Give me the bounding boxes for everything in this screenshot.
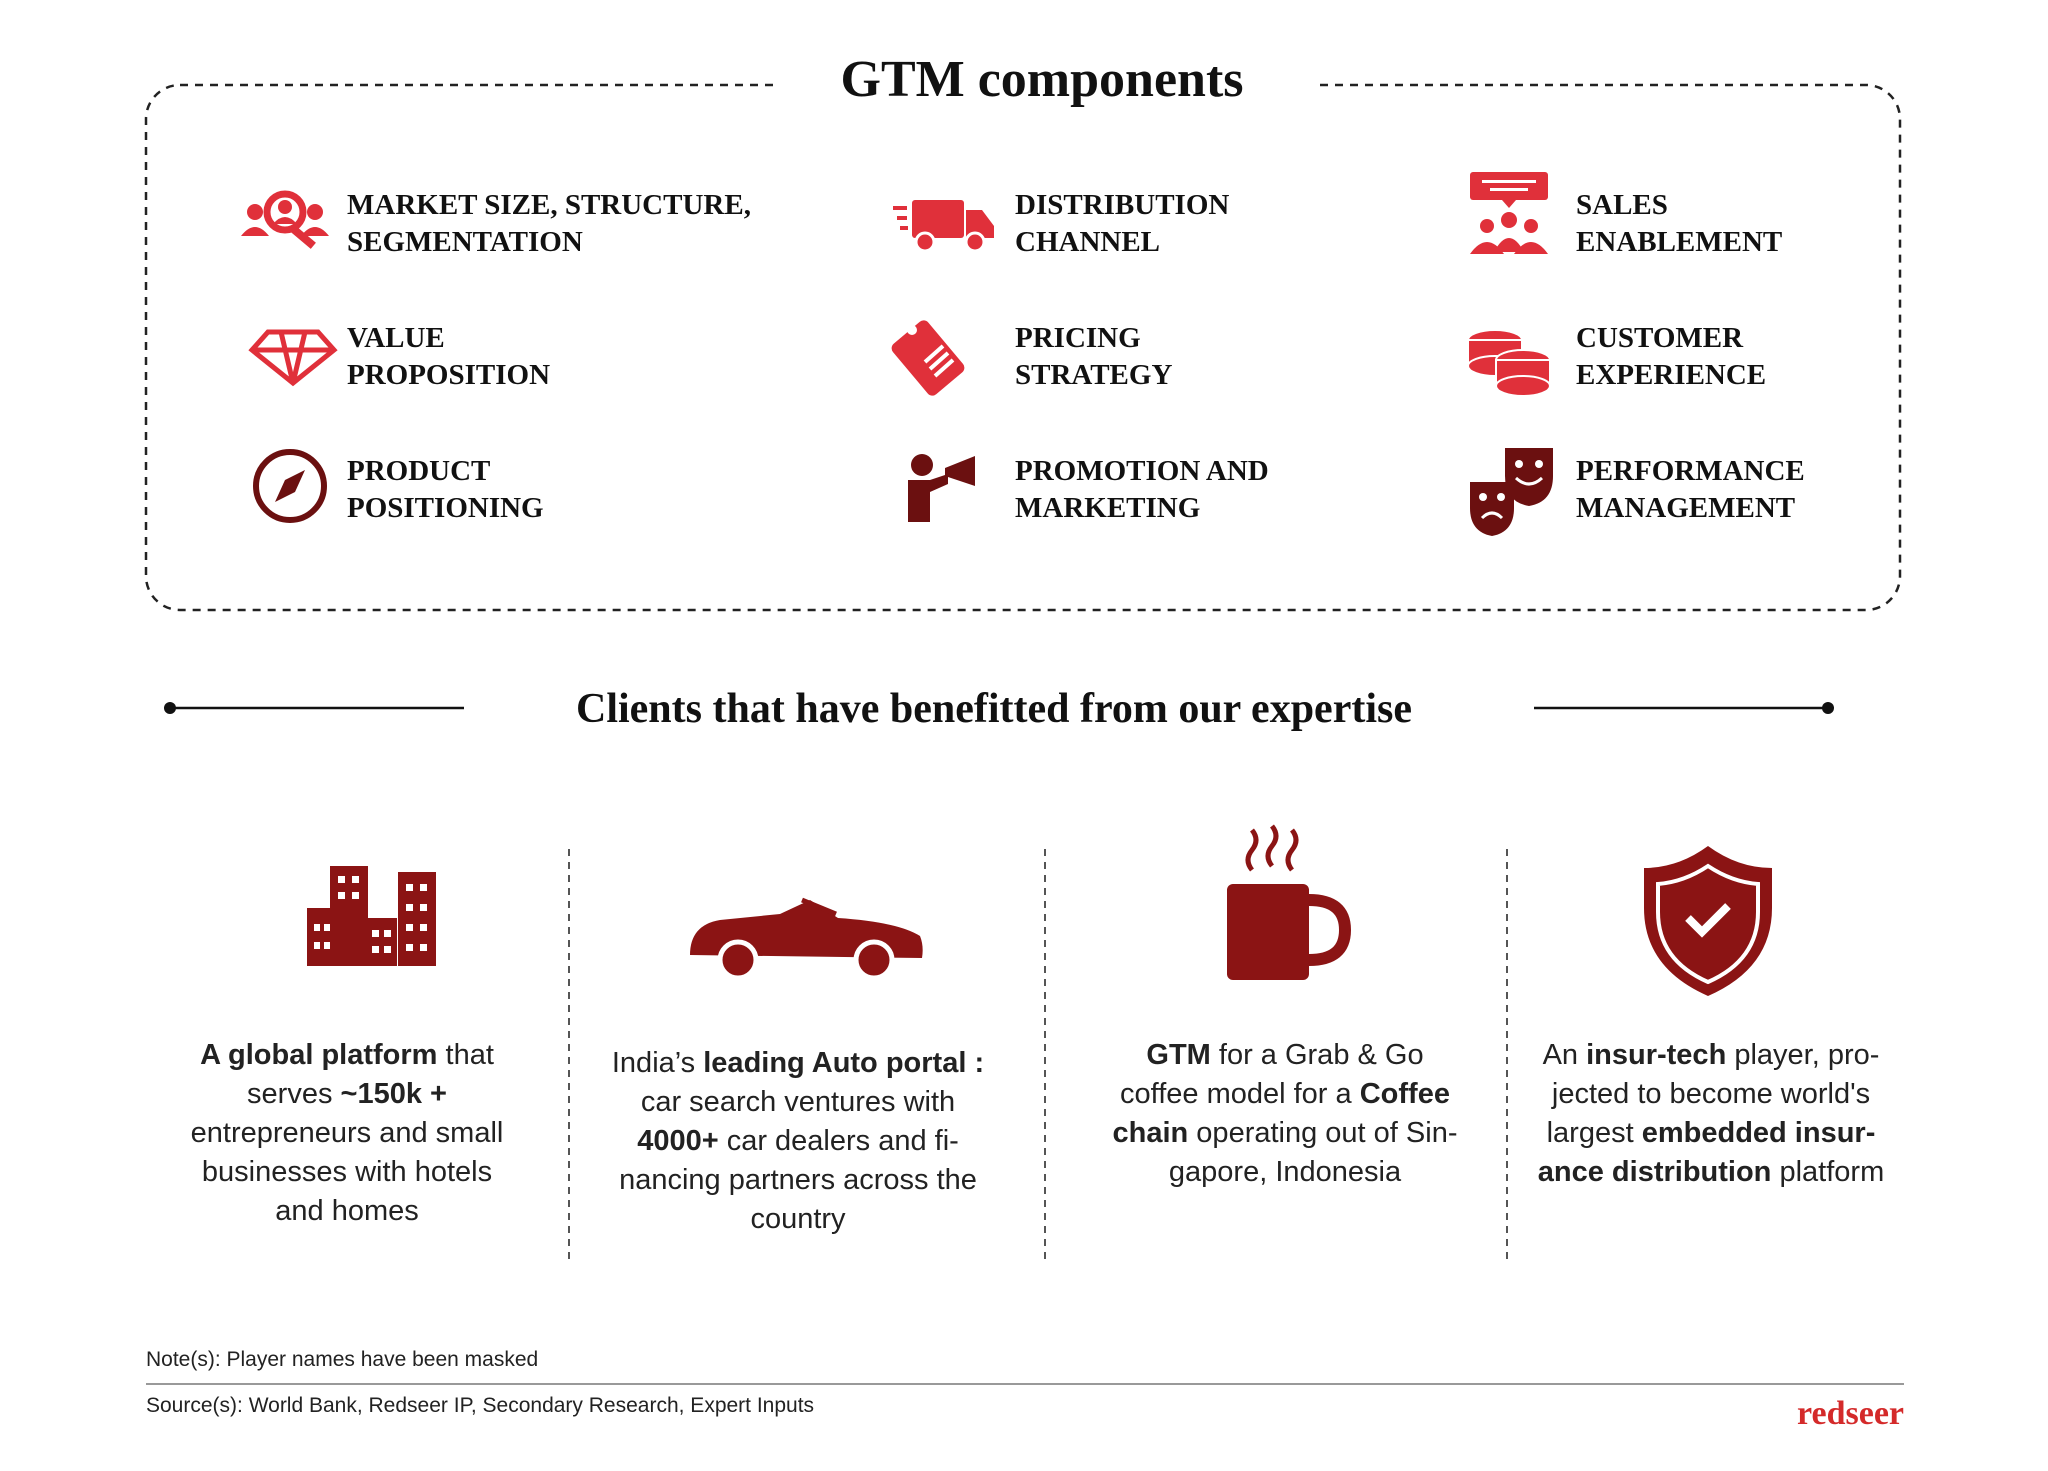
icon-megaphone	[908, 454, 975, 522]
client-text: 4000+	[637, 1125, 718, 1157]
client-text: embedded insur-	[1642, 1117, 1876, 1149]
icon-car	[690, 897, 923, 981]
component-label: EXPERIENCE	[1576, 359, 1766, 391]
client-text: and homes	[275, 1195, 419, 1227]
component-label: PROMOTION AND	[1015, 455, 1269, 487]
component-label: MARKET SIZE, STRUCTURE,	[347, 189, 751, 221]
client-text-line: entrepreneurs and small	[191, 1117, 504, 1149]
client-text: An	[1543, 1039, 1587, 1071]
client-text-line: coffee model for a Coffee	[1120, 1078, 1450, 1110]
icon-masks	[1470, 448, 1553, 536]
client-text-line: GTM for a Grab & Go	[1146, 1039, 1423, 1071]
logo: redseer	[1797, 1395, 1904, 1432]
dividers	[568, 849, 1508, 1264]
client-text-line: gapore, Indonesia	[1169, 1156, 1402, 1188]
component-label: MANAGEMENT	[1576, 492, 1795, 524]
client-text: nancing partners across the	[619, 1164, 977, 1196]
component-label: MARKETING	[1015, 492, 1200, 524]
component-label: STRATEGY	[1015, 359, 1172, 391]
client-text: coffee model for a	[1120, 1078, 1360, 1110]
clients-rule	[164, 702, 1834, 714]
client-text: for a Grab & Go	[1211, 1039, 1424, 1071]
client-text: ance distribution	[1538, 1156, 1772, 1188]
icon-truck	[893, 200, 994, 253]
icon-cup	[1227, 824, 1352, 980]
client-text-line: nancing partners across the	[619, 1164, 977, 1196]
icon-market	[241, 190, 329, 249]
icon-compass	[253, 449, 327, 523]
client-text-line: businesses with hotels	[202, 1156, 492, 1188]
client-text-line: jected to become world's	[1551, 1078, 1870, 1110]
icon-shield	[1644, 846, 1772, 996]
client-text-line: chain operating out of Sin-	[1113, 1117, 1458, 1149]
client-text: country	[750, 1203, 846, 1235]
source: Source(s): World Bank, Redseer IP, Secon…	[146, 1394, 814, 1417]
client-text: car search ventures with	[641, 1086, 955, 1118]
client-text-line: car search ventures with	[641, 1086, 955, 1118]
client-text-line: 4000+ car dealers and fi-	[637, 1125, 959, 1157]
icon-coins	[1467, 329, 1551, 397]
client-text-line: A global platform that	[200, 1039, 494, 1071]
client-text: A global platform	[200, 1039, 437, 1071]
title: GTM components	[841, 51, 1244, 108]
client-text: jected to become world's	[1551, 1078, 1870, 1110]
component-label: ENABLEMENT	[1576, 226, 1782, 258]
component-label: CUSTOMER	[1576, 322, 1744, 354]
client-text-line: serves ~150k +	[247, 1078, 447, 1110]
client-text-line: and homes	[275, 1195, 419, 1227]
client-text: car dealers and fi-	[719, 1125, 959, 1157]
client-text: gapore, Indonesia	[1169, 1156, 1402, 1188]
clients-title: Clients that have benefitted from our ex…	[576, 686, 1412, 732]
client-text: operating out of Sin-	[1188, 1117, 1457, 1149]
client-text: businesses with hotels	[202, 1156, 492, 1188]
client-text-line: India’s leading Auto portal :	[612, 1047, 984, 1079]
component-label: VALUE	[347, 322, 445, 354]
component-label: SEGMENTATION	[347, 226, 583, 258]
client-text-line: ance distribution platform	[1538, 1156, 1884, 1188]
client-text: that	[437, 1039, 493, 1071]
icon-sales	[1470, 172, 1548, 254]
client-text: GTM	[1146, 1039, 1210, 1071]
client-text: chain	[1113, 1117, 1189, 1149]
client-text: Coffee	[1360, 1078, 1450, 1110]
icon-diamond	[248, 329, 338, 387]
component-label: SALES	[1576, 189, 1668, 221]
icon-tag	[891, 320, 965, 396]
client-text: leading Auto portal :	[703, 1047, 984, 1079]
client-text: entrepreneurs and small	[191, 1117, 504, 1149]
client-text: largest	[1547, 1117, 1642, 1149]
title-mask	[775, 50, 1315, 120]
component-label: PRODUCT	[347, 455, 490, 487]
client-text: serves	[247, 1078, 340, 1110]
note: Note(s): Player names have been masked	[146, 1348, 538, 1371]
client-text: platform	[1771, 1156, 1884, 1188]
component-label: DISTRIBUTION	[1015, 189, 1229, 221]
client-text-line: country	[750, 1203, 846, 1235]
client-text: India’s	[612, 1047, 703, 1079]
client-text: player, pro-	[1726, 1039, 1879, 1071]
component-label: CHANNEL	[1015, 226, 1160, 258]
client-text-line: largest embedded insur-	[1547, 1117, 1876, 1149]
client-text: insur-tech	[1586, 1039, 1726, 1071]
client-text-line: An insur-tech player, pro-	[1543, 1039, 1880, 1071]
icon-buildings	[307, 866, 436, 966]
component-label: PROPOSITION	[347, 359, 550, 391]
client-text: ~150k +	[341, 1078, 447, 1110]
component-label: PERFORMANCE	[1576, 455, 1805, 487]
component-label: POSITIONING	[347, 492, 544, 524]
component-label: PRICING	[1015, 322, 1141, 354]
